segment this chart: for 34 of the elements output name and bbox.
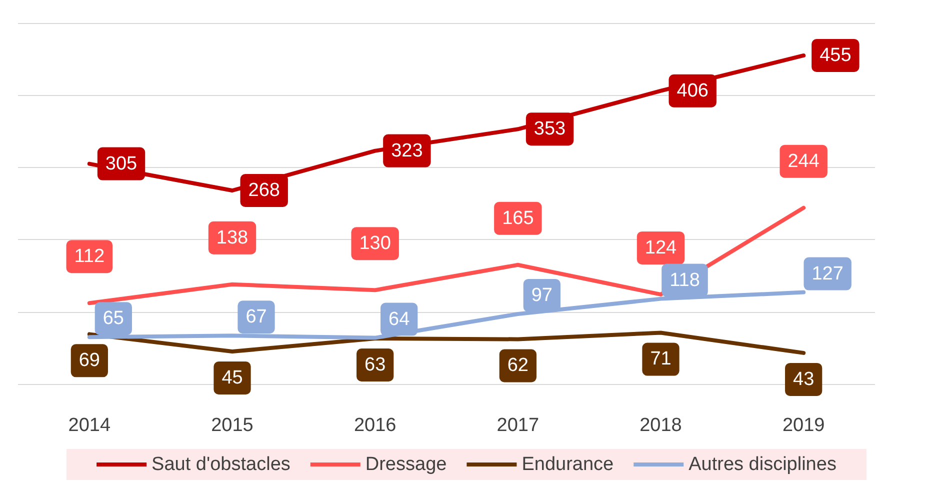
data-label: 45 [222, 368, 243, 389]
legend-label: Saut d'obstacles [152, 454, 290, 475]
data-label: 268 [248, 180, 280, 202]
data-label: 43 [793, 368, 814, 390]
x-tick-label: 2019 [782, 415, 825, 436]
data-label: 69 [78, 350, 100, 372]
data-label: 455 [820, 44, 852, 66]
data-label: 323 [391, 140, 423, 162]
data-label: 244 [788, 150, 820, 172]
data-label: 71 [650, 348, 672, 370]
data-label: 127 [812, 263, 844, 284]
data-label: 138 [216, 227, 248, 248]
data-label: 65 [102, 308, 124, 330]
data-label: 124 [644, 237, 678, 258]
legend-label: Dressage [365, 454, 447, 475]
legend-label: Autres disciplines [688, 454, 836, 475]
data-label: 63 [364, 354, 386, 376]
data-label: 62 [507, 355, 528, 376]
data-label: 67 [246, 306, 267, 328]
x-tick-label: 2018 [640, 415, 682, 436]
data-label: 130 [359, 233, 391, 254]
x-tick-label: 2015 [211, 415, 254, 436]
x-tick-label: 2016 [354, 415, 396, 436]
data-label: 165 [502, 208, 534, 229]
legend-label: Endurance [522, 454, 614, 475]
data-label: 97 [531, 284, 552, 306]
x-tick-label: 2014 [68, 415, 111, 436]
data-label: 305 [105, 153, 138, 174]
data-label: 118 [670, 270, 700, 291]
data-label: 353 [534, 118, 566, 140]
data-label: 64 [388, 308, 410, 330]
data-label: 112 [74, 246, 105, 268]
x-tick-label: 2017 [496, 415, 540, 436]
data-label: 406 [676, 80, 708, 102]
